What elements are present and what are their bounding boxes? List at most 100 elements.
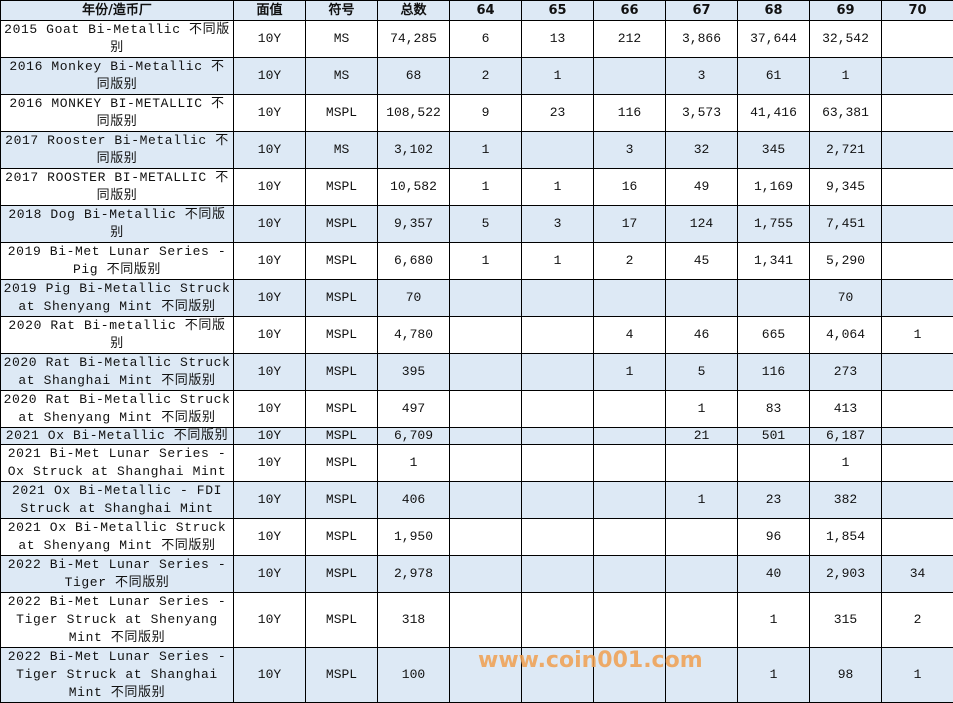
grade-count-cell: 1 bbox=[810, 445, 882, 482]
coin-name-cell: 2022 Bi-Met Lunar Series - Tiger Struck … bbox=[1, 593, 234, 648]
grade-count-cell: 7,451 bbox=[810, 206, 882, 243]
denomination-cell: 10Y bbox=[234, 354, 306, 391]
coin-name-cell: 2020 Rat Bi-Metallic Struck at Shenyang … bbox=[1, 391, 234, 428]
total-cell: 74,285 bbox=[378, 21, 450, 58]
grade-symbol-cell: MS bbox=[306, 132, 378, 169]
grade-count-cell: 1 bbox=[522, 169, 594, 206]
grade-count-cell: 4,064 bbox=[810, 317, 882, 354]
grade-count-cell bbox=[882, 132, 953, 169]
grade-count-cell: 413 bbox=[810, 391, 882, 428]
grade-count-cell bbox=[450, 280, 522, 317]
grade-count-cell bbox=[882, 519, 953, 556]
grade-count-cell bbox=[522, 132, 594, 169]
grade-count-cell bbox=[882, 21, 953, 58]
grade-count-cell: 1 bbox=[594, 354, 666, 391]
grade-symbol-cell: MSPL bbox=[306, 206, 378, 243]
grade-count-cell: 665 bbox=[738, 317, 810, 354]
grade-count-cell: 1 bbox=[450, 132, 522, 169]
grade-count-cell: 34 bbox=[882, 556, 953, 593]
coin-name-cell: 2019 Pig Bi-Metallic Struck at Shenyang … bbox=[1, 280, 234, 317]
grade-symbol-cell: MSPL bbox=[306, 317, 378, 354]
grade-symbol-cell: MSPL bbox=[306, 391, 378, 428]
grade-count-cell bbox=[594, 58, 666, 95]
grade-count-cell bbox=[594, 445, 666, 482]
total-cell: 68 bbox=[378, 58, 450, 95]
denomination-cell: 10Y bbox=[234, 556, 306, 593]
column-header: 总数 bbox=[378, 1, 450, 21]
grade-count-cell bbox=[522, 280, 594, 317]
coin-name-cell: 2022 Bi-Met Lunar Series - Tiger Struck … bbox=[1, 648, 234, 703]
denomination-cell: 10Y bbox=[234, 243, 306, 280]
grade-count-cell bbox=[450, 445, 522, 482]
total-cell: 2,978 bbox=[378, 556, 450, 593]
denomination-cell: 10Y bbox=[234, 21, 306, 58]
grade-count-cell bbox=[522, 428, 594, 445]
total-cell: 10,582 bbox=[378, 169, 450, 206]
grade-count-cell bbox=[522, 482, 594, 519]
grade-symbol-cell: MSPL bbox=[306, 556, 378, 593]
grade-count-cell: 6 bbox=[450, 21, 522, 58]
column-header: 64 bbox=[450, 1, 522, 21]
grade-count-cell: 16 bbox=[594, 169, 666, 206]
coin-name-cell: 2019 Bi-Met Lunar Series - Pig 不同版别 bbox=[1, 243, 234, 280]
grade-count-cell: 1 bbox=[666, 391, 738, 428]
grade-count-cell bbox=[882, 482, 953, 519]
grade-count-cell bbox=[522, 354, 594, 391]
denomination-cell: 10Y bbox=[234, 593, 306, 648]
column-header: 68 bbox=[738, 1, 810, 21]
table-row: 2022 Bi-Met Lunar Series - Tiger Struck … bbox=[1, 593, 953, 648]
grade-count-cell bbox=[882, 169, 953, 206]
grade-count-cell: 17 bbox=[594, 206, 666, 243]
grade-count-cell: 1,854 bbox=[810, 519, 882, 556]
grade-count-cell: 1,169 bbox=[738, 169, 810, 206]
grade-count-cell: 49 bbox=[666, 169, 738, 206]
grade-count-cell bbox=[594, 391, 666, 428]
grade-symbol-cell: MSPL bbox=[306, 95, 378, 132]
denomination-cell: 10Y bbox=[234, 169, 306, 206]
column-header: 面值 bbox=[234, 1, 306, 21]
grade-count-cell: 315 bbox=[810, 593, 882, 648]
grade-count-cell: 3 bbox=[522, 206, 594, 243]
table-row: 2021 Bi-Met Lunar Series - Ox Struck at … bbox=[1, 445, 953, 482]
total-cell: 6,680 bbox=[378, 243, 450, 280]
total-cell: 100 bbox=[378, 648, 450, 703]
total-cell: 318 bbox=[378, 593, 450, 648]
total-cell: 9,357 bbox=[378, 206, 450, 243]
total-cell: 406 bbox=[378, 482, 450, 519]
denomination-cell: 10Y bbox=[234, 428, 306, 445]
column-header: 69 bbox=[810, 1, 882, 21]
table-row: 2021 Ox Bi-Metallic Struck at Shenyang M… bbox=[1, 519, 953, 556]
grade-count-cell: 1,755 bbox=[738, 206, 810, 243]
grade-count-cell bbox=[882, 391, 953, 428]
grade-count-cell bbox=[882, 243, 953, 280]
grade-count-cell: 1,341 bbox=[738, 243, 810, 280]
grade-count-cell bbox=[522, 556, 594, 593]
grade-count-cell: 1 bbox=[882, 317, 953, 354]
grade-count-cell: 2,721 bbox=[810, 132, 882, 169]
grade-count-cell: 63,381 bbox=[810, 95, 882, 132]
grade-count-cell bbox=[882, 206, 953, 243]
total-cell: 4,780 bbox=[378, 317, 450, 354]
grade-count-cell bbox=[594, 519, 666, 556]
grade-count-cell: 21 bbox=[666, 428, 738, 445]
grade-count-cell: 23 bbox=[738, 482, 810, 519]
grade-count-cell bbox=[594, 280, 666, 317]
grade-count-cell bbox=[450, 354, 522, 391]
grade-count-cell: 1 bbox=[882, 648, 953, 703]
denomination-cell: 10Y bbox=[234, 132, 306, 169]
coin-name-cell: 2016 MONKEY BI-METALLIC 不同版别 bbox=[1, 95, 234, 132]
grade-count-cell: 2,903 bbox=[810, 556, 882, 593]
coin-name-cell: 2020 Rat Bi-metallic 不同版别 bbox=[1, 317, 234, 354]
grade-count-cell: 1 bbox=[738, 648, 810, 703]
denomination-cell: 10Y bbox=[234, 648, 306, 703]
table-row: 2021 Ox Bi-Metallic - FDI Struck at Shan… bbox=[1, 482, 953, 519]
grade-count-cell: 1 bbox=[522, 58, 594, 95]
